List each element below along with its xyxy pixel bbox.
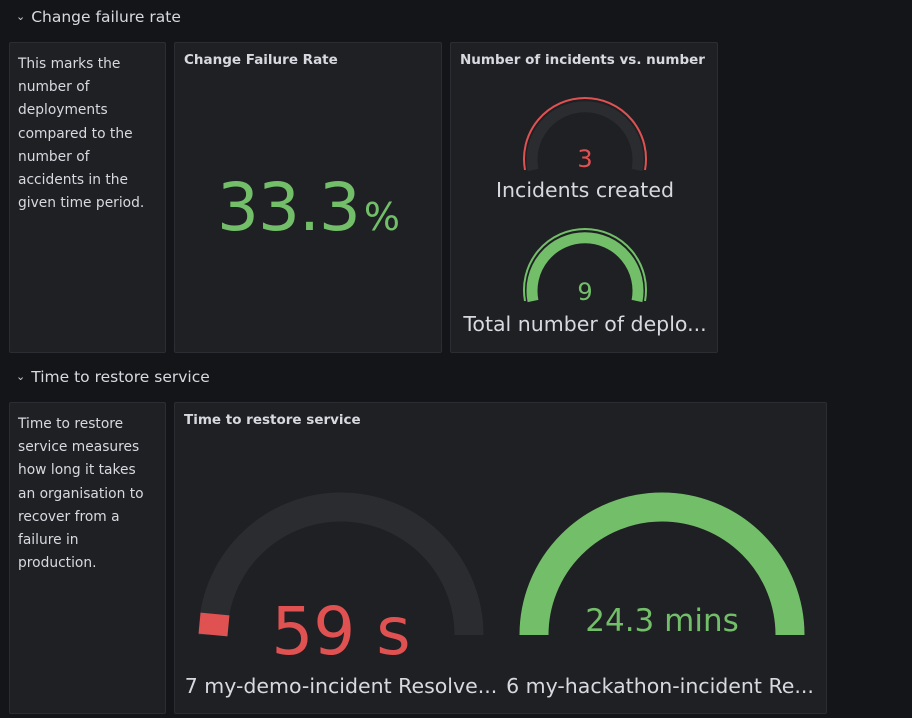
chevron-down-icon: ⌄ [16,9,26,23]
gauge-value: 3 [577,145,592,173]
gauge-value: 24.3 mins [585,603,739,639]
change-failure-rate-panel[interactable]: Change Failure Rate 33.3% [174,42,442,353]
gauge-fill [198,612,230,637]
gauge-fill [519,492,805,636]
gauge-demo-incident: 59 s 7 my-demo-incident Resolve... [185,492,498,698]
panel-title: Number of incidents vs. number [460,52,705,68]
description-text: This marks the number of deployments com… [18,56,145,212]
stat-unit: % [363,195,400,239]
gauge-incidents-created: 3 Incidents created [496,97,674,202]
gauge-threshold-ring [523,228,647,302]
gauge-hackathon-incident: 24.3 mins 6 my-hackathon-incident Re... [506,492,814,698]
stat-value: 33.3% [175,169,441,246]
row-title: Time to restore service [31,368,210,386]
description-panel: This marks the number of deployments com… [9,42,166,353]
gauge-label: Incidents created [496,178,674,202]
large-gauges: 59 s 7 my-demo-incident Resolve... 24.3 … [185,492,814,698]
gauge-label: 7 my-demo-incident Resolve... [185,674,498,698]
small-gauges: 3 Incidents created 9 Total number of de… [462,97,707,336]
gauge-fill [526,232,644,303]
row-header-time-to-restore[interactable]: ⌄ Time to restore service [16,364,210,390]
gauge-value: 59 s [271,593,410,670]
row-title: Change failure rate [31,8,181,26]
gauge-track [526,101,644,172]
time-to-restore-panel[interactable]: Time to restore service 59 s 7 my-demo-i… [174,402,827,714]
gauge-label: Total number of deplo... [462,312,706,336]
gauge-track [198,492,484,636]
description-panel: Time to restore service measures how lon… [9,402,166,714]
description-text: Time to restore service measures how lon… [18,416,144,572]
stat-number: 33.3 [216,169,361,246]
row-header-change-failure-rate[interactable]: ⌄ Change failure rate [16,4,181,30]
chevron-down-icon: ⌄ [16,369,26,383]
panel-title: Time to restore service [184,412,361,428]
gauge-label: 6 my-hackathon-incident Re... [506,674,814,698]
incidents-vs-deployments-panel[interactable]: Number of incidents vs. number 3 Inciden… [450,42,718,353]
gauge-threshold-ring [523,97,647,171]
gauge-total-deployments: 9 Total number of deplo... [462,228,707,336]
panel-title: Change Failure Rate [184,52,338,68]
gauge-value: 9 [577,278,592,306]
